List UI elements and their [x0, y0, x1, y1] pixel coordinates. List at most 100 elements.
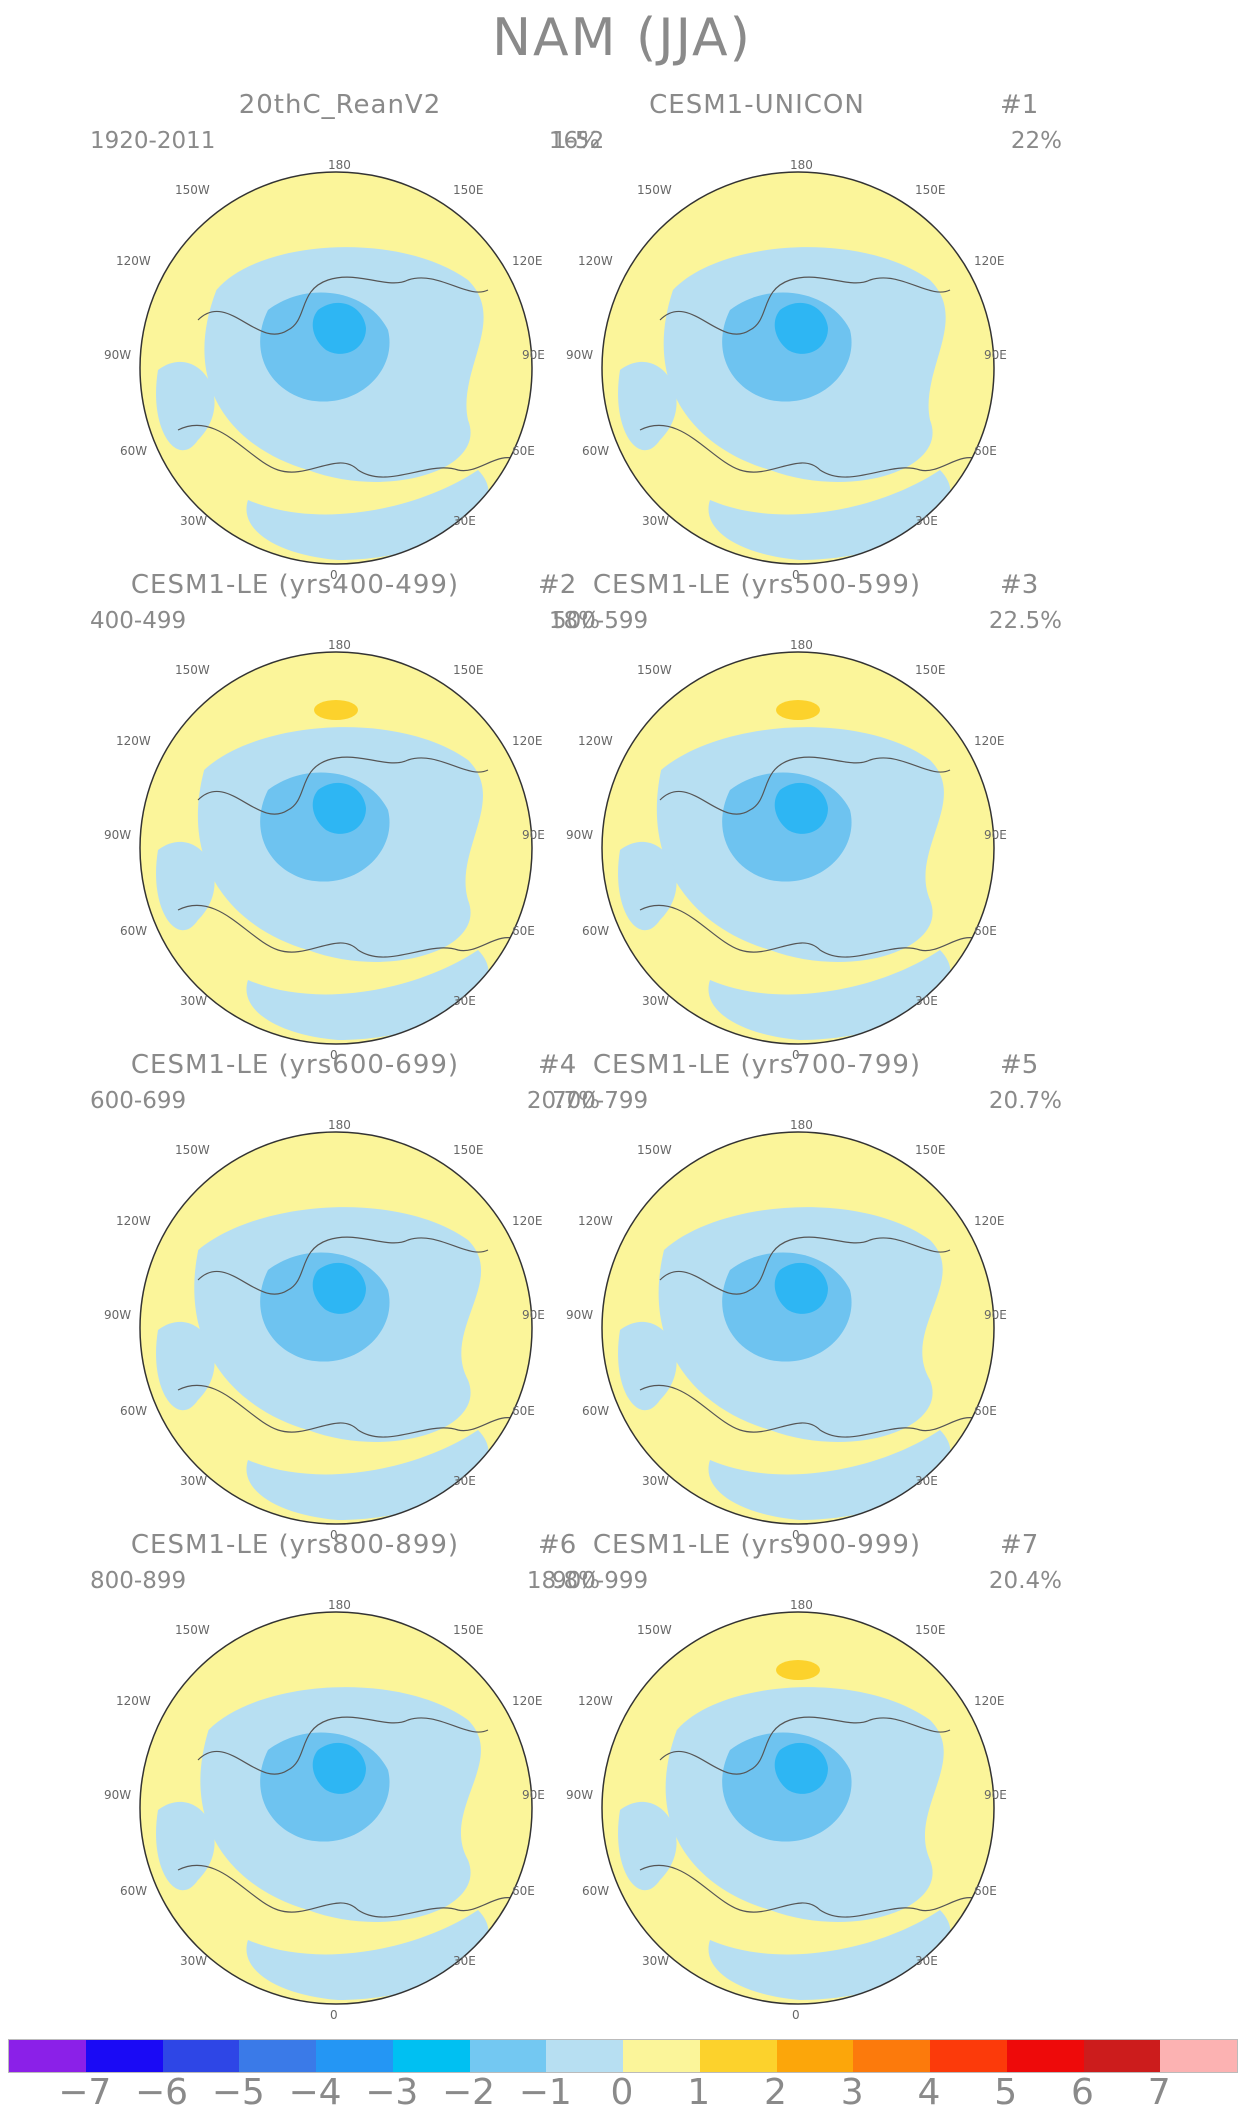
colorbar-swatch — [1083, 2040, 1161, 2072]
longitude-label: 30E — [915, 994, 938, 1008]
polar-map — [601, 1611, 995, 2005]
longitude-label: 30W — [642, 1954, 670, 1968]
longitude-label: 120E — [974, 1214, 1005, 1228]
polar-map — [601, 171, 995, 565]
anomaly-contour — [774, 302, 828, 354]
colorbar-tick: 1 — [687, 2072, 711, 2113]
longitude-label: 180 — [790, 1598, 813, 1612]
colorbar-swatch — [1160, 2040, 1237, 2072]
longitude-label: 180 — [790, 158, 813, 172]
anomaly-contour — [618, 361, 677, 451]
longitude-label: 60E — [512, 1404, 535, 1418]
longitude-label: 90E — [984, 1788, 1007, 1802]
colorbar-tick: 5 — [994, 2072, 1018, 2113]
longitude-label: 150W — [637, 1623, 672, 1637]
panel-years: 1920-2011 — [90, 128, 216, 154]
colorbar-tick: −4 — [288, 2072, 342, 2113]
longitude-label: 0 — [330, 1048, 338, 1062]
longitude-label: 30E — [453, 1954, 476, 1968]
colorbar-swatch — [162, 2040, 240, 2072]
longitude-label: 120E — [512, 734, 543, 748]
panel-years: 500-599 — [552, 608, 649, 634]
longitude-label: 120E — [512, 1694, 543, 1708]
longitude-label: 30E — [453, 994, 476, 1008]
colorbar-tick: 2 — [764, 2072, 787, 2113]
longitude-label: 120W — [116, 254, 151, 268]
longitude-label: 90W — [104, 828, 132, 842]
anomaly-contour — [774, 1742, 828, 1794]
longitude-label: 150E — [915, 1143, 946, 1157]
longitude-label: 120W — [116, 734, 151, 748]
polar-map — [139, 171, 533, 565]
coastline — [639, 1716, 981, 1918]
colorbar-tick: −1 — [518, 2072, 572, 2113]
anomaly-contour — [312, 1742, 366, 1794]
colorbar-tick: 4 — [917, 2072, 941, 2113]
longitude-label: 150W — [637, 183, 672, 197]
panel-title: CESM1-LE (yrs400-499) — [130, 570, 460, 600]
longitude-label: 60W — [582, 444, 610, 458]
anomaly-contour — [774, 782, 828, 834]
longitude-label: 90E — [522, 828, 545, 842]
colorbar-swatch — [776, 2040, 854, 2072]
longitude-label: 60W — [582, 1884, 610, 1898]
longitude-label: 150W — [175, 183, 210, 197]
colorbar-tick: −3 — [365, 2072, 419, 2113]
anomaly-contour — [156, 841, 215, 931]
longitude-label: 180 — [790, 638, 813, 652]
colorbar-tick-labels: −7 −6 −5 −4 −3 −2 −1 0 1 2 3 4 5 6 7 — [0, 2072, 1244, 2113]
map-panel: CESM1-LE (yrs600-699) #4 600-699 20.7% 180 0 1… — [60, 1050, 620, 1542]
longitude-label: 30W — [180, 1954, 208, 1968]
coastline — [177, 1716, 519, 1918]
panel-title: CESM1-LE (yrs600-699) — [130, 1050, 460, 1080]
colorbar-swatch — [546, 2040, 623, 2072]
longitude-label: 60W — [120, 444, 148, 458]
longitude-label: 120W — [578, 1694, 613, 1708]
panel-percent: 18% — [548, 608, 600, 634]
colorbar-swatch — [853, 2040, 930, 2072]
anomaly-contour — [708, 1430, 951, 1520]
longitude-label: 150E — [915, 183, 946, 197]
longitude-label: 120E — [974, 734, 1005, 748]
panel-percent: 20.4% — [988, 1568, 1062, 1594]
anomaly-contour — [618, 841, 677, 931]
longitude-label: 150W — [175, 663, 210, 677]
anomaly-contour — [708, 950, 951, 1040]
positive-anomaly — [314, 700, 358, 720]
colorbar — [8, 2039, 1238, 2073]
longitude-label: 120E — [512, 1214, 543, 1228]
colorbar-swatch — [699, 2040, 777, 2072]
longitude-label: 90W — [566, 348, 594, 362]
colorbar-tick: 6 — [1071, 2072, 1094, 2113]
anomaly-contour — [618, 1321, 677, 1411]
anomaly-contour — [246, 950, 489, 1040]
longitude-label: 30W — [180, 514, 208, 528]
longitude-label: 60E — [974, 924, 997, 938]
polar-map — [601, 651, 995, 1045]
longitude-label: 30E — [915, 1954, 938, 1968]
panel-title: CESM1-LE (yrs500-599) — [592, 570, 922, 600]
longitude-label: 150E — [453, 183, 484, 197]
longitude-label: 60W — [120, 1884, 148, 1898]
panel-percent: 18.8% — [526, 1568, 600, 1594]
longitude-label: 30E — [915, 1474, 938, 1488]
map-panel: CESM1-LE (yrs400-499) #2 400-499 18% 180 0 150… — [60, 570, 620, 1062]
panel-number: #6 — [538, 1530, 577, 1560]
longitude-label: 150E — [915, 663, 946, 677]
longitude-label: 60E — [512, 1884, 535, 1898]
coastline — [177, 756, 519, 958]
colorbar-tick: 3 — [840, 2072, 864, 2113]
coastline — [639, 756, 981, 958]
longitude-label: 90E — [522, 1308, 545, 1322]
coastline — [639, 1236, 981, 1438]
longitude-label: 30E — [453, 1474, 476, 1488]
panel-percent: 20.7% — [988, 1088, 1062, 1114]
colorbar-tick: 0 — [610, 2072, 634, 2113]
longitude-label: 90W — [566, 828, 594, 842]
anomaly-contour — [246, 470, 489, 560]
panel-title: CESM1-LE (yrs800-899) — [130, 1530, 460, 1560]
panel-years: 700-799 — [552, 1088, 649, 1114]
anomaly-contour — [156, 1321, 215, 1411]
longitude-label: 90E — [522, 348, 545, 362]
longitude-label: 30W — [642, 514, 670, 528]
